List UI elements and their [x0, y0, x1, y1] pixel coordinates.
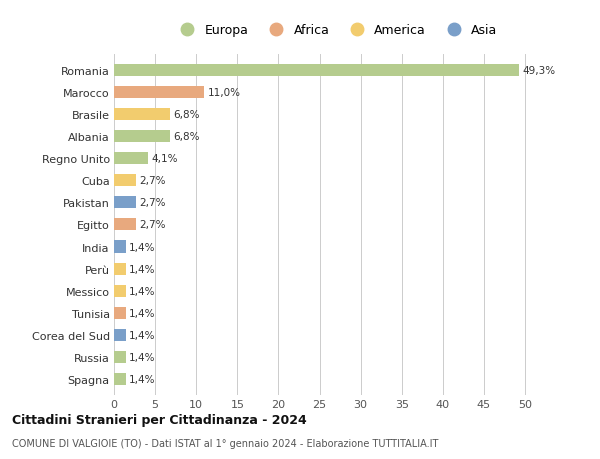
Bar — [114, 153, 148, 165]
Bar — [114, 86, 205, 99]
Bar — [114, 64, 520, 77]
Text: 1,4%: 1,4% — [129, 264, 155, 274]
Text: 2,7%: 2,7% — [139, 176, 166, 186]
Text: 6,8%: 6,8% — [173, 132, 200, 142]
Bar — [114, 307, 125, 319]
Text: 1,4%: 1,4% — [129, 330, 155, 340]
Bar — [114, 351, 125, 364]
Text: 1,4%: 1,4% — [129, 374, 155, 384]
Legend: Europa, Africa, America, Asia: Europa, Africa, America, Asia — [171, 21, 501, 41]
Bar — [114, 373, 125, 386]
Bar — [114, 263, 125, 275]
Text: 1,4%: 1,4% — [129, 352, 155, 362]
Text: COMUNE DI VALGIOIE (TO) - Dati ISTAT al 1° gennaio 2024 - Elaborazione TUTTITALI: COMUNE DI VALGIOIE (TO) - Dati ISTAT al … — [12, 438, 439, 448]
Bar — [114, 241, 125, 253]
Bar — [114, 109, 170, 121]
Text: 2,7%: 2,7% — [139, 220, 166, 230]
Text: 1,4%: 1,4% — [129, 308, 155, 318]
Text: 1,4%: 1,4% — [129, 286, 155, 296]
Bar — [114, 285, 125, 297]
Bar — [114, 219, 136, 231]
Bar — [114, 131, 170, 143]
Text: 49,3%: 49,3% — [523, 66, 556, 76]
Bar — [114, 329, 125, 341]
Text: 2,7%: 2,7% — [139, 198, 166, 208]
Text: 4,1%: 4,1% — [151, 154, 178, 164]
Text: 6,8%: 6,8% — [173, 110, 200, 120]
Bar — [114, 197, 136, 209]
Bar — [114, 175, 136, 187]
Text: Cittadini Stranieri per Cittadinanza - 2024: Cittadini Stranieri per Cittadinanza - 2… — [12, 413, 307, 426]
Text: 1,4%: 1,4% — [129, 242, 155, 252]
Text: 11,0%: 11,0% — [208, 88, 241, 98]
